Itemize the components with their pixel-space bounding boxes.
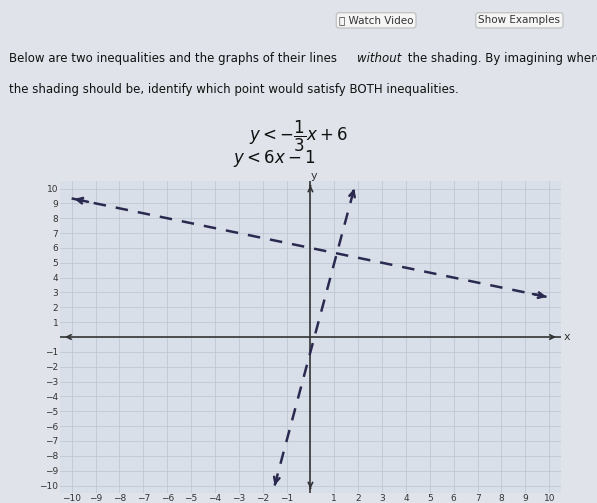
Text: the shading. By imagining where: the shading. By imagining where (404, 52, 597, 65)
Text: y: y (310, 171, 318, 181)
Text: $y < 6x - 1$: $y < 6x - 1$ (233, 148, 316, 169)
Text: ⓘ Watch Video: ⓘ Watch Video (339, 16, 413, 25)
Text: Below are two inequalities and the graphs of their lines: Below are two inequalities and the graph… (9, 52, 341, 65)
Text: without: without (357, 52, 401, 65)
Text: x: x (564, 332, 570, 342)
Text: $y < -\dfrac{1}{3}x + 6$: $y < -\dfrac{1}{3}x + 6$ (249, 119, 348, 154)
Text: Show Examples: Show Examples (478, 16, 561, 25)
Text: the shading should be, identify which point would satisfy BOTH inequalities.: the shading should be, identify which po… (9, 83, 458, 97)
